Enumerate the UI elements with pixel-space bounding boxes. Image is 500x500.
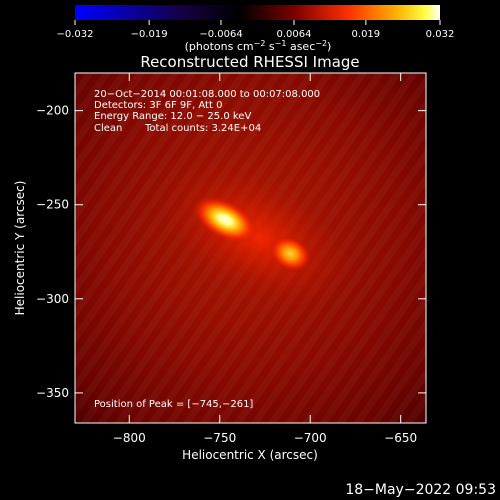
- colorbar-tick-label: 0.019: [352, 29, 381, 40]
- colorbar-ticks: [74, 20, 441, 25]
- emission-sources: [160, 166, 355, 308]
- y-axis-ticks: −200 −250 −300 −350: [36, 104, 426, 400]
- x-axis-label: Heliocentric X (arcsec): [182, 448, 318, 462]
- annotation-energy-range: Energy Range: 12.0 − 25.0 keV: [94, 111, 251, 122]
- annotation-time-range: 20−Oct−2014 00:01:08.000 to 00:07:08.000: [94, 89, 320, 100]
- plot-frame: [74, 72, 427, 424]
- chart-title: Reconstructed RHESSI Image: [140, 53, 359, 71]
- colorbar: [75, 5, 440, 20]
- colorbar-tick-label: −0.0064: [199, 29, 242, 40]
- colorbar-tick-label: 0.032: [426, 29, 455, 40]
- colorbar-tick-label: 0.0064: [277, 29, 312, 40]
- x-tick-label: −800: [113, 431, 146, 445]
- emission-source-primary: [191, 195, 259, 245]
- emission-source-secondary: [269, 235, 312, 272]
- colorbar-tick-labels: −0.032 −0.019 −0.0064 0.0064 0.019 0.032: [56, 29, 454, 40]
- colorbar-units: (photons cm−2 s−1 asec−2): [185, 39, 332, 53]
- y-tick-label: −350: [36, 386, 69, 400]
- y-axis-label: Heliocentric Y (arcsec): [13, 181, 27, 316]
- y-tick-label: −300: [36, 292, 69, 306]
- colorbar-tick-label: −0.032: [56, 29, 93, 40]
- annotation-detectors: Detectors: 3F 6F 9F, Att 0: [94, 100, 222, 111]
- rhessi-image: [75, 73, 426, 423]
- y-tick-label: −200: [36, 104, 69, 118]
- y-tick-label: −250: [36, 198, 69, 212]
- x-tick-label: −650: [384, 431, 417, 445]
- annotation-peak-position: Position of Peak = [−745,−261]: [94, 399, 253, 410]
- footer-timestamp: 18−May−2022 09:53: [345, 482, 496, 498]
- x-tick-label: −700: [294, 431, 327, 445]
- x-tick-label: −750: [203, 431, 236, 445]
- annotation-method: Clean: [94, 123, 122, 134]
- colorbar-tick-label: −0.019: [131, 29, 168, 40]
- x-axis-ticks: −800 −750 −700 −650: [113, 73, 417, 445]
- annotation-total-counts: Total counts: 3.24E+04: [144, 123, 261, 134]
